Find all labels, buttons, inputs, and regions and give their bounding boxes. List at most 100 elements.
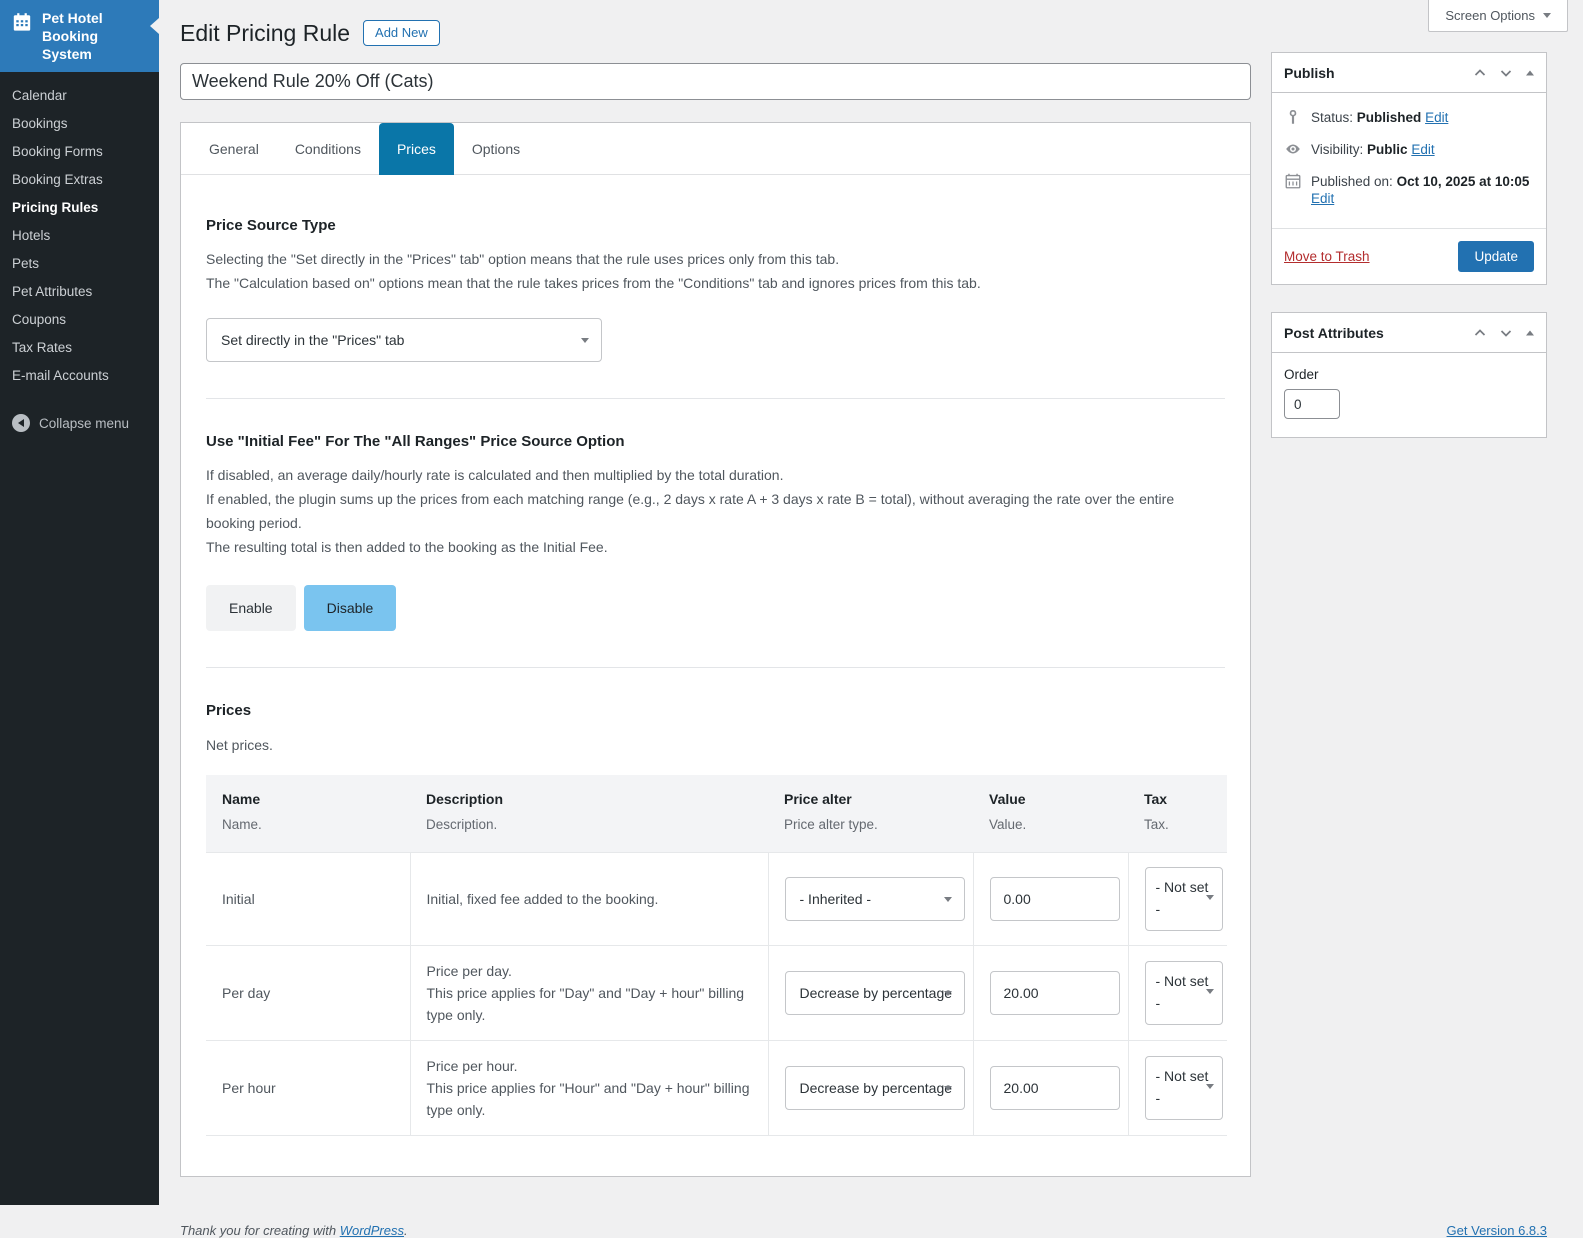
get-version-link[interactable]: Get Version 6.8.3 [1446,1223,1547,1238]
calendar-icon [12,12,32,32]
prices-table: Name Name. Description Description. Pric… [206,775,1227,1136]
screen-options-label: Screen Options [1445,8,1535,23]
chevron-down-icon [581,338,589,343]
move-to-trash-link[interactable]: Move to Trash [1284,249,1370,264]
edit-status-link[interactable]: Edit [1425,110,1449,125]
sidebar-item-email-accounts[interactable]: E-mail Accounts [12,368,109,383]
row-value-cell [972,852,1128,946]
toggle-panel-icon[interactable] [1524,327,1536,339]
tab-general[interactable]: General [209,140,259,157]
sidebar-item-bookings[interactable]: Bookings [12,116,68,131]
wordpress-link[interactable]: WordPress [339,1223,404,1238]
move-up-icon[interactable] [1472,65,1488,81]
order-label: Order [1284,367,1319,382]
price-source-desc-line2: The "Calculation based on" options mean … [206,275,981,291]
initial-fee-desc-line2: If enabled, the plugin sums up the price… [206,491,1175,531]
sidebar-item-booking-forms[interactable]: Booking Forms [12,144,103,159]
tax-select[interactable]: - Not set - [1144,867,1223,931]
tab-bar: General Conditions Prices Options [181,123,1250,175]
move-down-icon[interactable] [1498,325,1514,341]
tax-select[interactable]: - Not set - [1144,961,1223,1025]
value-input[interactable] [989,877,1120,921]
sidebar-item-pets[interactable]: Pets [12,256,40,271]
disable-button[interactable]: Disable [303,585,397,631]
value-input[interactable] [989,971,1120,1015]
admin-sidebar: Pet Hotel Booking System Calendar Bookin… [0,0,159,1205]
row-name-cell: Per hour [206,1040,410,1136]
visibility-value: Public [1367,142,1408,157]
price-row-initial: Initial Initial, fixed fee added to the … [206,852,1227,946]
pricing-rule-panel: General Conditions Prices Options Price … [180,122,1251,1177]
chevron-down-icon [943,991,952,996]
eye-icon [1284,140,1302,158]
status-value: Published [1356,110,1422,125]
enable-button[interactable]: Enable [206,585,296,631]
update-button[interactable]: Update [1458,241,1534,272]
net-prices-label: Net prices. [206,737,273,753]
price-source-select[interactable]: Set directly in the "Prices" tab [206,318,602,362]
chevron-down-icon [943,1086,952,1091]
sidebar-item-pet-attributes[interactable]: Pet Attributes [12,284,93,299]
price-source-selected-value: Set directly in the "Prices" tab [221,332,405,348]
status-row: Status: Published Edit [1284,109,1534,126]
value-input[interactable] [989,1066,1120,1110]
tab-prices[interactable]: Prices [378,123,454,175]
row-value-cell [972,945,1128,1041]
move-up-icon[interactable] [1472,325,1488,341]
plugin-menu-header[interactable]: Pet Hotel Booking System [0,0,159,72]
toggle-panel-icon[interactable] [1524,67,1536,79]
price-row-per-day: Per day Price per day. This price applie… [206,945,1227,1041]
row-tax-cell: - Not set - [1127,1040,1227,1136]
edit-visibility-link[interactable]: Edit [1411,142,1435,157]
row-tax-cell: - Not set - [1127,945,1227,1041]
row-price-alter-cell: Decrease by percentage [767,1040,973,1136]
section-divider [206,398,1225,399]
main-area: Screen Options Edit Pricing Rule Add New… [159,0,1583,1238]
add-new-button[interactable]: Add New [363,19,440,47]
price-alter-select[interactable]: Decrease by percentage [784,1066,965,1110]
price-alter-select[interactable]: - Inherited - [784,877,965,921]
post-attributes-box: Post Attributes [1271,312,1547,438]
order-input[interactable] [1284,389,1340,419]
sidebar-item-pricing-rules[interactable]: Pricing Rules [12,200,99,215]
column-header-description: Description Description. [410,775,768,853]
initial-fee-heading: Use "Initial Fee" For The "All Ranges" P… [206,433,625,450]
sidebar-item-calendar[interactable]: Calendar [12,88,67,103]
chevron-down-icon [1205,989,1214,994]
price-source-heading: Price Source Type [206,217,336,234]
published-on-value: Oct 10, 2025 at 10:05 [1396,174,1530,189]
initial-fee-desc-line1: If disabled, an average daily/hourly rat… [206,467,784,483]
sidebar-item-booking-extras[interactable]: Booking Extras [12,172,103,187]
tax-select[interactable]: - Not set - [1144,1056,1223,1120]
price-alter-select[interactable]: Decrease by percentage [784,971,965,1015]
section-divider [206,667,1225,668]
current-menu-notch [150,18,159,34]
publish-box-title: Publish [1284,64,1335,81]
plugin-submenu: Calendar Bookings Booking Forms Booking … [0,72,159,390]
collapse-arrow-icon [12,414,30,432]
row-name-cell: Initial [206,852,410,946]
initial-fee-desc-line3: The resulting total is then added to the… [206,539,608,555]
column-header-tax: Tax Tax. [1128,775,1227,853]
edit-published-on-link[interactable]: Edit [1311,191,1335,206]
sidebar-item-hotels[interactable]: Hotels [12,228,51,243]
chevron-down-icon [1543,13,1551,18]
tab-conditions[interactable]: Conditions [294,140,361,157]
column-header-name: Name Name. [206,775,410,853]
row-price-alter-cell: - Inherited - [767,852,973,946]
app-title: Pet Hotel Booking System [42,9,149,63]
collapse-menu-button[interactable]: Collapse menu [0,404,159,442]
row-description-cell: Initial, fixed fee added to the booking. [409,852,768,946]
move-down-icon[interactable] [1498,65,1514,81]
app-title-line1: Pet Hotel [42,10,103,26]
primary-column: Edit Pricing Rule Add New General Condit… [180,0,1251,1177]
rule-title-input[interactable] [180,63,1251,100]
sidebar-item-tax-rates[interactable]: Tax Rates [12,340,73,355]
screen-options-button[interactable]: Screen Options [1428,0,1568,32]
sidebar-item-coupons[interactable]: Coupons [12,312,67,327]
page-title: Edit Pricing Rule [180,20,351,46]
app-title-line2: Booking System [42,28,98,62]
wp-admin-app: Pet Hotel Booking System Calendar Bookin… [0,0,1583,1205]
price-row-per-hour: Per hour Price per hour. This price appl… [206,1040,1227,1136]
tab-options[interactable]: Options [471,140,521,157]
